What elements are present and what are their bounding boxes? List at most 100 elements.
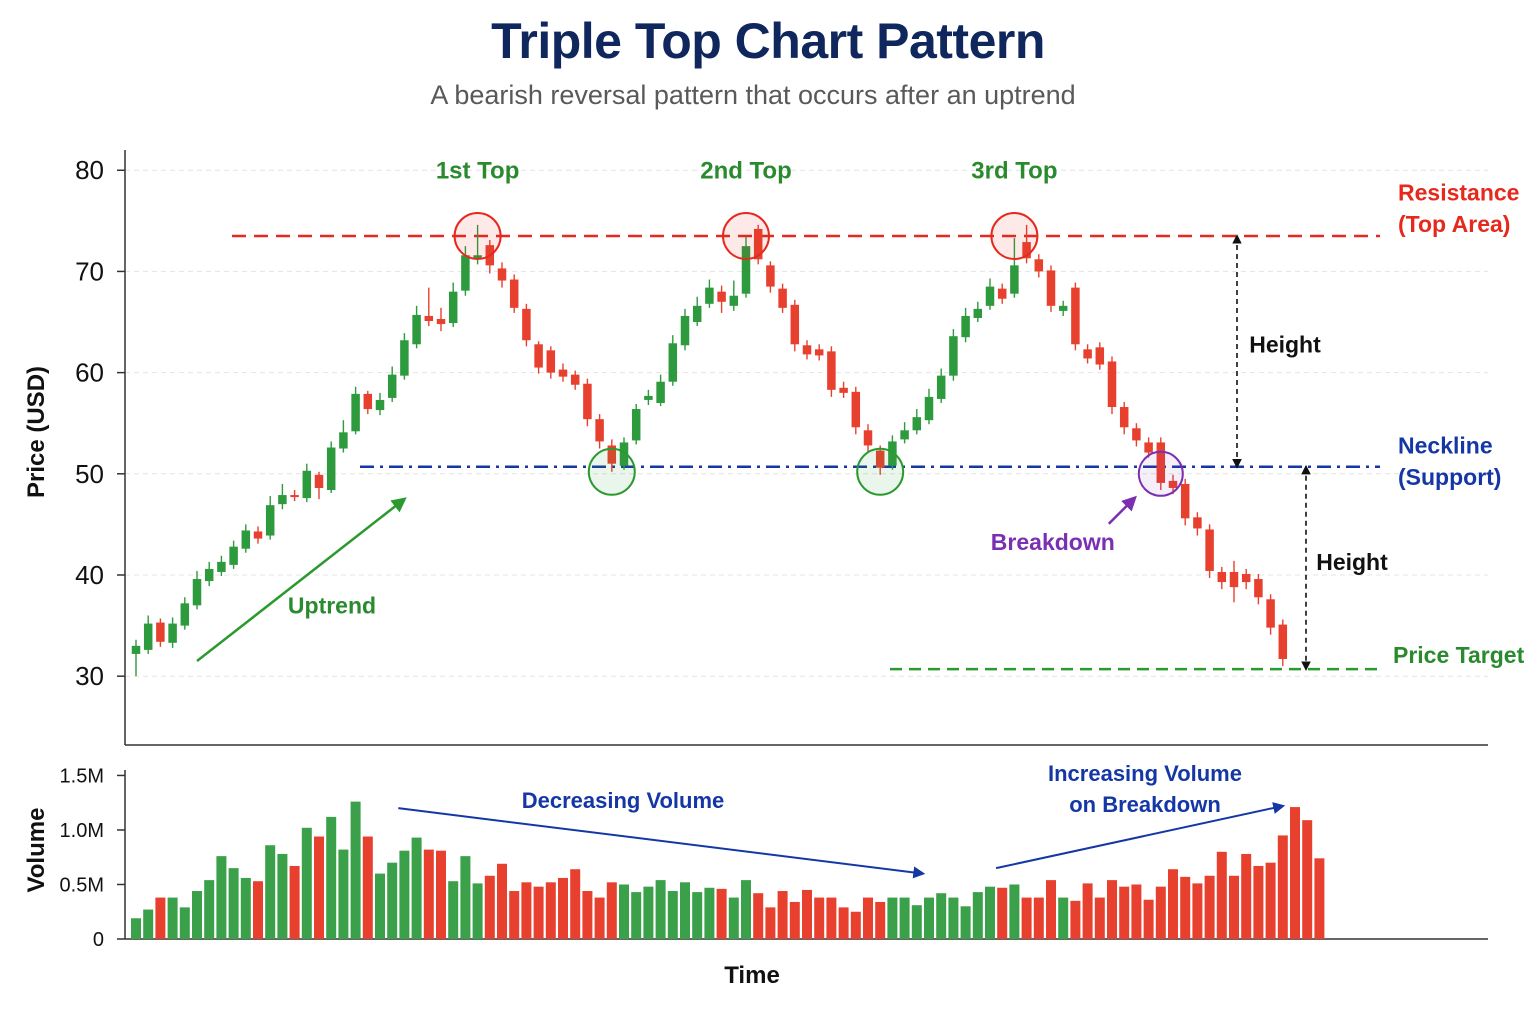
- volume-bar: [606, 882, 617, 939]
- volume-bar: [1302, 820, 1313, 939]
- candle-body: [692, 305, 702, 323]
- volume-bar: [960, 906, 971, 939]
- candle-body: [1241, 573, 1251, 583]
- volume-bar: [179, 907, 190, 939]
- candle-body: [217, 561, 226, 572]
- candle-body: [888, 441, 897, 466]
- candle-body: [1022, 242, 1031, 259]
- volume-bar: [716, 888, 727, 939]
- candle-body: [1083, 349, 1092, 359]
- candle-body: [509, 279, 519, 308]
- candle-body: [1205, 529, 1214, 571]
- volume-bar: [875, 901, 886, 939]
- neckline-support-circle: [856, 447, 905, 496]
- candle-body: [875, 450, 885, 468]
- volume-bar: [911, 905, 922, 939]
- volume-bar: [143, 909, 154, 939]
- price-tick-label: 70: [75, 256, 104, 286]
- volume-bar: [838, 907, 849, 939]
- candle-body: [1071, 287, 1080, 345]
- volume-bar: [1070, 900, 1081, 939]
- candle-body: [680, 315, 690, 346]
- volume-bar: [436, 850, 446, 939]
- candle-body: [204, 568, 214, 582]
- resistance-label-line1: Resistance: [1398, 180, 1519, 206]
- top-circle: [722, 212, 770, 261]
- volume-bar: [533, 886, 544, 939]
- candle-body: [619, 442, 629, 466]
- candle-body: [607, 445, 617, 464]
- candle-body: [1266, 599, 1275, 628]
- volume-bar: [765, 907, 776, 939]
- candle-body: [412, 314, 421, 345]
- candle-body: [1180, 483, 1190, 519]
- volume-bar: [1021, 897, 1032, 939]
- volume-bar: [631, 892, 642, 939]
- volume-bar: [155, 897, 166, 939]
- candle-body: [241, 530, 251, 549]
- candle-body: [973, 308, 983, 318]
- candle-body: [705, 287, 714, 304]
- volume-bar: [131, 918, 141, 939]
- volume-bar: [423, 849, 434, 939]
- volume-bar: [985, 886, 995, 939]
- volume-bar: [1107, 880, 1117, 939]
- volume-bar: [326, 816, 337, 939]
- top-label-1: 1st Top: [436, 157, 520, 184]
- candle-body: [522, 308, 531, 341]
- volume-bar: [1290, 807, 1300, 939]
- decreasing-volume-arrow: [398, 807, 926, 879]
- volume-bar: [850, 911, 861, 939]
- volume-bar: [1314, 858, 1325, 939]
- candle-body: [436, 318, 446, 325]
- volume-bar: [972, 892, 983, 939]
- candle-body: [278, 495, 287, 505]
- candle-body: [192, 579, 202, 606]
- volume-bar: [277, 853, 288, 939]
- candle-body: [168, 623, 177, 643]
- candle-body: [741, 246, 751, 294]
- volume-axis-label: Volume: [23, 808, 50, 893]
- candle-body: [375, 399, 385, 411]
- volume-bar: [558, 877, 568, 939]
- volume-tick-label: 0.5M: [60, 874, 104, 896]
- candle-body: [1107, 361, 1117, 408]
- neckline-label-line1: Neckline: [1398, 433, 1493, 459]
- candle-body: [448, 291, 458, 324]
- price-tick-label: 60: [75, 358, 104, 388]
- candle-body: [814, 349, 824, 356]
- candle-body: [326, 447, 336, 490]
- candle-body: [143, 623, 153, 650]
- candle-body: [656, 381, 665, 403]
- candle-body: [949, 336, 958, 376]
- volume-bar: [1033, 897, 1044, 939]
- candle-body: [302, 470, 312, 499]
- candle-body: [265, 505, 275, 536]
- height-label-top: Height: [1249, 331, 1321, 357]
- candle-body: [1156, 442, 1166, 483]
- volume-tick-label: 1.0M: [60, 820, 104, 842]
- volume-bar: [1155, 886, 1166, 939]
- volume-bar: [728, 897, 739, 939]
- volume-bar: [399, 850, 410, 939]
- volume-bar: [497, 863, 507, 939]
- candle-body: [766, 265, 775, 287]
- volume-bar: [826, 897, 837, 939]
- candle-body: [851, 391, 861, 428]
- candle-body: [595, 419, 604, 442]
- volume-bar: [411, 837, 422, 939]
- volume-bar: [655, 880, 666, 939]
- candle-body: [936, 375, 946, 399]
- candle-body: [778, 288, 787, 308]
- candle-body: [497, 268, 507, 281]
- volume-bar: [387, 862, 398, 939]
- volume-bar: [1216, 851, 1227, 939]
- volume-bar: [802, 889, 812, 939]
- uptrend-arrow: [196, 497, 407, 662]
- increasing-volume-label-line2: on Breakdown: [1069, 792, 1221, 817]
- candle-body: [156, 622, 165, 642]
- candle-body: [229, 546, 238, 565]
- candle-body: [314, 474, 324, 488]
- volume-bar: [472, 883, 483, 939]
- volume-bar: [240, 877, 251, 939]
